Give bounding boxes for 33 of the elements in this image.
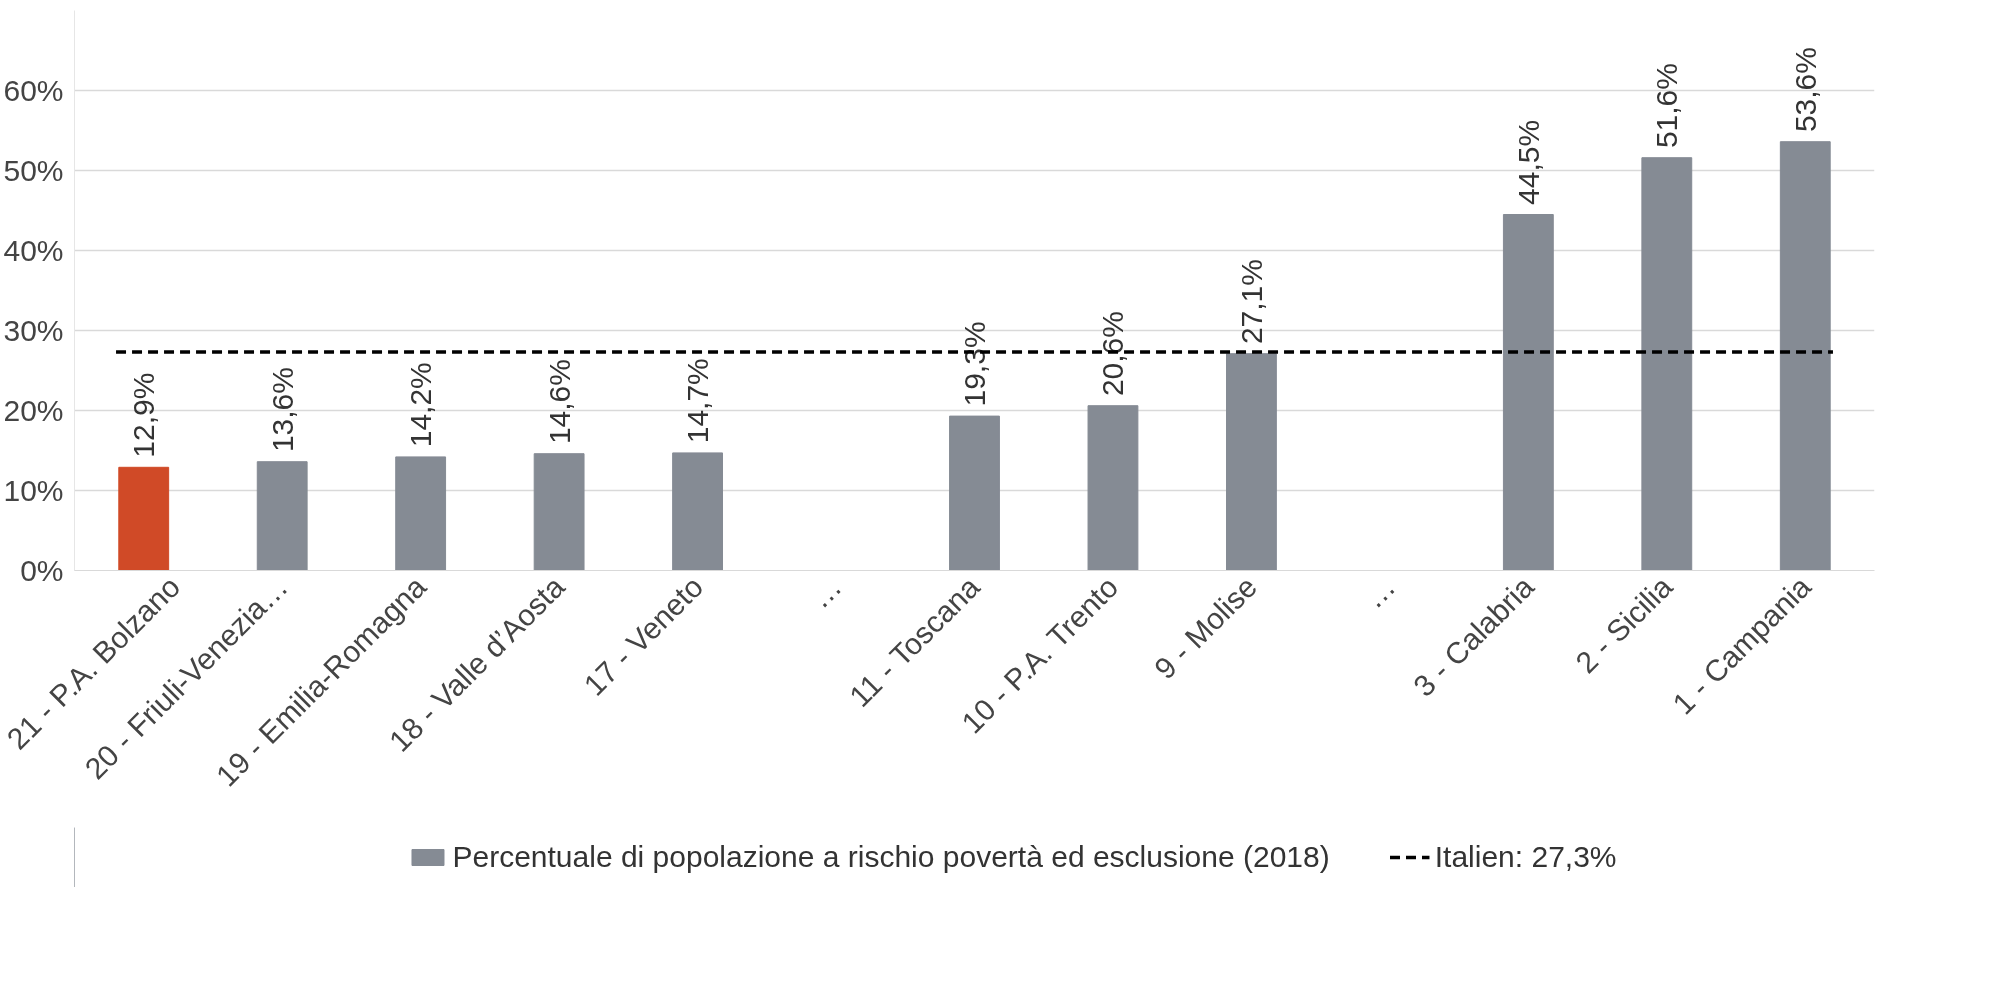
bar [949,415,1000,571]
bar [256,461,308,571]
data-label: 53,6% [1788,47,1822,133]
bar [1087,405,1139,571]
x-tick-label: … [803,569,848,615]
y-tick-label: 60% [3,74,64,107]
y-tick-label: 10% [3,474,64,507]
bar [395,456,447,571]
data-label: 51,6% [1650,63,1684,149]
bar [1641,157,1693,571]
y-tick-label: 40% [3,234,64,267]
y-tick-label: 50% [3,154,64,187]
data-label: 12,9% [127,372,161,458]
x-tick-label: … [1357,569,1402,615]
data-label: 14,7% [681,358,715,444]
data-label: 44,5% [1511,119,1545,205]
data-label: 27,1% [1234,259,1268,345]
data-label: 14,2% [404,362,438,448]
legend-label: Percentuale di popolazione a rischio povertà ed esclusione (2018) [452,840,1330,874]
bar [533,453,585,571]
legend-label: Italien: 27,3% [1434,840,1617,874]
data-label: 13,6% [265,367,299,453]
bar [1226,353,1277,571]
data-label: 19,3% [958,321,991,407]
bar [118,466,170,571]
y-tick-label: 30% [3,314,64,347]
data-label: 14,6% [542,359,576,445]
bar [1779,141,1831,571]
bar [1502,214,1554,571]
y-tick-label: 0% [20,554,64,587]
data-label: 20,6% [1096,311,1130,397]
y-tick-label: 20% [3,394,64,427]
bar [672,452,723,571]
